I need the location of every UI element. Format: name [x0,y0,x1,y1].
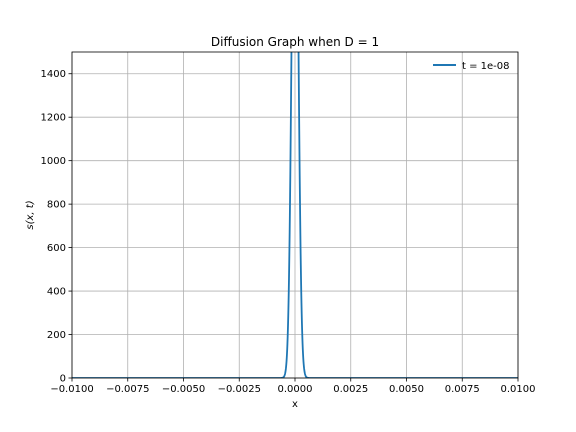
grid [71,52,519,379]
x-axis-label: x [292,399,298,410]
y-tick-label: 400 [47,287,66,298]
y-tick-label: 600 [47,243,66,254]
x-tick-label: −0.0075 [106,384,149,395]
x-ticks: −0.0100 −0.0075 −0.0050 −0.0025 0.0000 0.0025… [50,378,536,395]
y-tick-label: 1000 [41,156,66,167]
y-tick-label: 1400 [41,69,66,80]
legend: t = 1e-08 [433,61,510,72]
x-tick-label: −0.0100 [50,384,93,395]
x-tick-label: 0.0100 [501,384,536,395]
x-tick-label: 0.0025 [333,384,368,395]
y-tick-label: 0 [60,374,66,385]
y-tick-label: 200 [47,330,66,341]
x-tick-label: 0.0075 [445,384,480,395]
x-tick-label: −0.0050 [162,384,205,395]
chart-title: Diffusion Graph when D = 1 [211,35,379,49]
x-tick-label: 0.0000 [278,384,313,395]
x-tick-label: 0.0050 [389,384,424,395]
y-tick-label: 800 [47,200,66,211]
y-axis-label: s(x, t) [25,200,36,229]
y-tick-label: 1200 [41,113,66,124]
legend-label: t = 1e-08 [462,61,510,72]
y-ticks: 0 200 400 600 800 1000 1200 1400 [41,69,72,385]
x-tick-label: −0.0025 [218,384,261,395]
plot-area: −0.0100 −0.0075 −0.0050 −0.0025 0.0000 0.0025… [41,51,536,395]
